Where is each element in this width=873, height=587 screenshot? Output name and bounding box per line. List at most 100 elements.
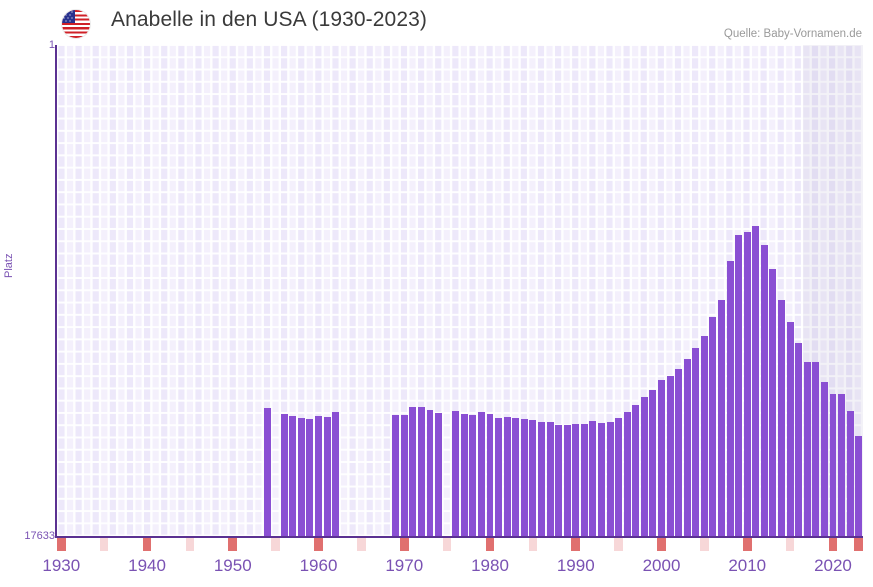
bar bbox=[417, 407, 425, 536]
bar bbox=[820, 381, 828, 536]
bar bbox=[263, 407, 271, 536]
bar bbox=[606, 421, 614, 536]
bar bbox=[735, 234, 743, 536]
x-axis-tick-label: 2010 bbox=[728, 556, 767, 575]
bar bbox=[486, 414, 494, 536]
x-axis-tick bbox=[314, 538, 323, 551]
x-axis-tick-label: 1980 bbox=[471, 556, 509, 575]
bar bbox=[306, 418, 314, 536]
bar bbox=[632, 405, 640, 536]
bar bbox=[392, 415, 400, 536]
bar bbox=[752, 225, 760, 536]
x-axis-tick bbox=[528, 538, 538, 551]
source-attribution: Quelle: Baby-Vornamen.de bbox=[723, 28, 862, 40]
x-axis-tick bbox=[571, 538, 581, 551]
bar bbox=[675, 368, 683, 536]
bar bbox=[709, 317, 717, 536]
bar bbox=[597, 422, 605, 536]
bar bbox=[718, 299, 725, 536]
bar bbox=[726, 260, 734, 536]
bar bbox=[452, 410, 460, 536]
bar bbox=[469, 415, 477, 536]
bar bbox=[332, 412, 340, 536]
y-axis-top-tick-label: 1 bbox=[48, 39, 55, 51]
flag-stars bbox=[62, 10, 75, 23]
bar bbox=[537, 421, 545, 536]
bar bbox=[529, 420, 537, 536]
bar bbox=[400, 415, 408, 536]
bar bbox=[495, 418, 503, 536]
bar bbox=[649, 390, 657, 536]
bar bbox=[289, 415, 297, 536]
bar bbox=[623, 412, 631, 536]
bar bbox=[700, 336, 708, 536]
bar bbox=[812, 362, 820, 536]
x-axis-tick-label: 1940 bbox=[128, 556, 166, 575]
page-title: Anabelle in den USA (1930-2023) bbox=[111, 8, 427, 31]
bar bbox=[838, 394, 846, 536]
x-axis-tick bbox=[442, 538, 452, 551]
bar bbox=[589, 420, 597, 536]
bar bbox=[572, 423, 580, 536]
chart-header: Anabelle in den USA (1930-2023) Quelle: … bbox=[0, 0, 873, 46]
bar bbox=[829, 394, 837, 536]
x-axis-tick-label: 1960 bbox=[299, 556, 338, 575]
x-axis-tick bbox=[742, 538, 752, 551]
x-axis-tick bbox=[142, 538, 152, 551]
bar bbox=[786, 321, 794, 536]
bar bbox=[512, 417, 520, 536]
x-axis-tick-label: 1930 bbox=[42, 556, 81, 575]
x-axis-tick bbox=[854, 538, 863, 551]
y-axis-line bbox=[55, 45, 57, 537]
x-axis-tick-label: 1970 bbox=[385, 556, 424, 575]
bar bbox=[760, 245, 768, 536]
x-axis-tick bbox=[57, 538, 66, 551]
bar bbox=[280, 414, 288, 536]
x-axis-tick bbox=[399, 538, 409, 551]
bar bbox=[503, 416, 511, 536]
x-axis-tick-label: 1950 bbox=[213, 556, 252, 575]
bar bbox=[778, 299, 786, 536]
bar bbox=[460, 413, 468, 536]
bar bbox=[435, 412, 443, 536]
y-axis-bottom-tick-label: 17633 bbox=[24, 530, 55, 542]
x-axis-tick-label: 2000 bbox=[642, 556, 681, 575]
bar bbox=[683, 359, 691, 536]
bar bbox=[658, 380, 665, 536]
bar bbox=[409, 406, 417, 536]
bar bbox=[640, 397, 648, 536]
bar bbox=[855, 435, 863, 536]
x-axis-tick bbox=[614, 538, 623, 551]
x-axis-tick-label: 2020 bbox=[814, 556, 852, 575]
x-axis-tick bbox=[785, 538, 795, 551]
bar bbox=[769, 268, 777, 536]
bar bbox=[477, 412, 485, 536]
x-axis-tick bbox=[700, 538, 709, 551]
bar bbox=[315, 416, 322, 536]
bar bbox=[323, 417, 331, 536]
plot-area bbox=[57, 45, 863, 536]
x-axis-tick bbox=[828, 538, 838, 551]
x-axis-tick bbox=[228, 538, 238, 551]
x-axis-tick bbox=[99, 538, 109, 551]
y-axis-title: Platz bbox=[3, 253, 15, 278]
bar bbox=[520, 418, 528, 536]
bar bbox=[426, 409, 434, 536]
bar bbox=[615, 417, 623, 536]
x-axis-tick-marks bbox=[57, 538, 863, 551]
x-axis-tick-label: 1990 bbox=[556, 556, 595, 575]
bar bbox=[297, 418, 305, 536]
bar bbox=[846, 410, 854, 536]
x-axis-tick bbox=[271, 538, 280, 551]
bar bbox=[743, 232, 751, 536]
bar bbox=[546, 422, 554, 536]
bars-layer bbox=[57, 45, 863, 536]
x-axis-line bbox=[55, 536, 863, 538]
bar bbox=[563, 425, 571, 536]
x-axis-tick bbox=[357, 538, 366, 551]
bar bbox=[666, 375, 674, 536]
x-axis-tick bbox=[485, 538, 495, 551]
us-flag-icon bbox=[62, 10, 90, 38]
flag-canton bbox=[62, 10, 75, 23]
